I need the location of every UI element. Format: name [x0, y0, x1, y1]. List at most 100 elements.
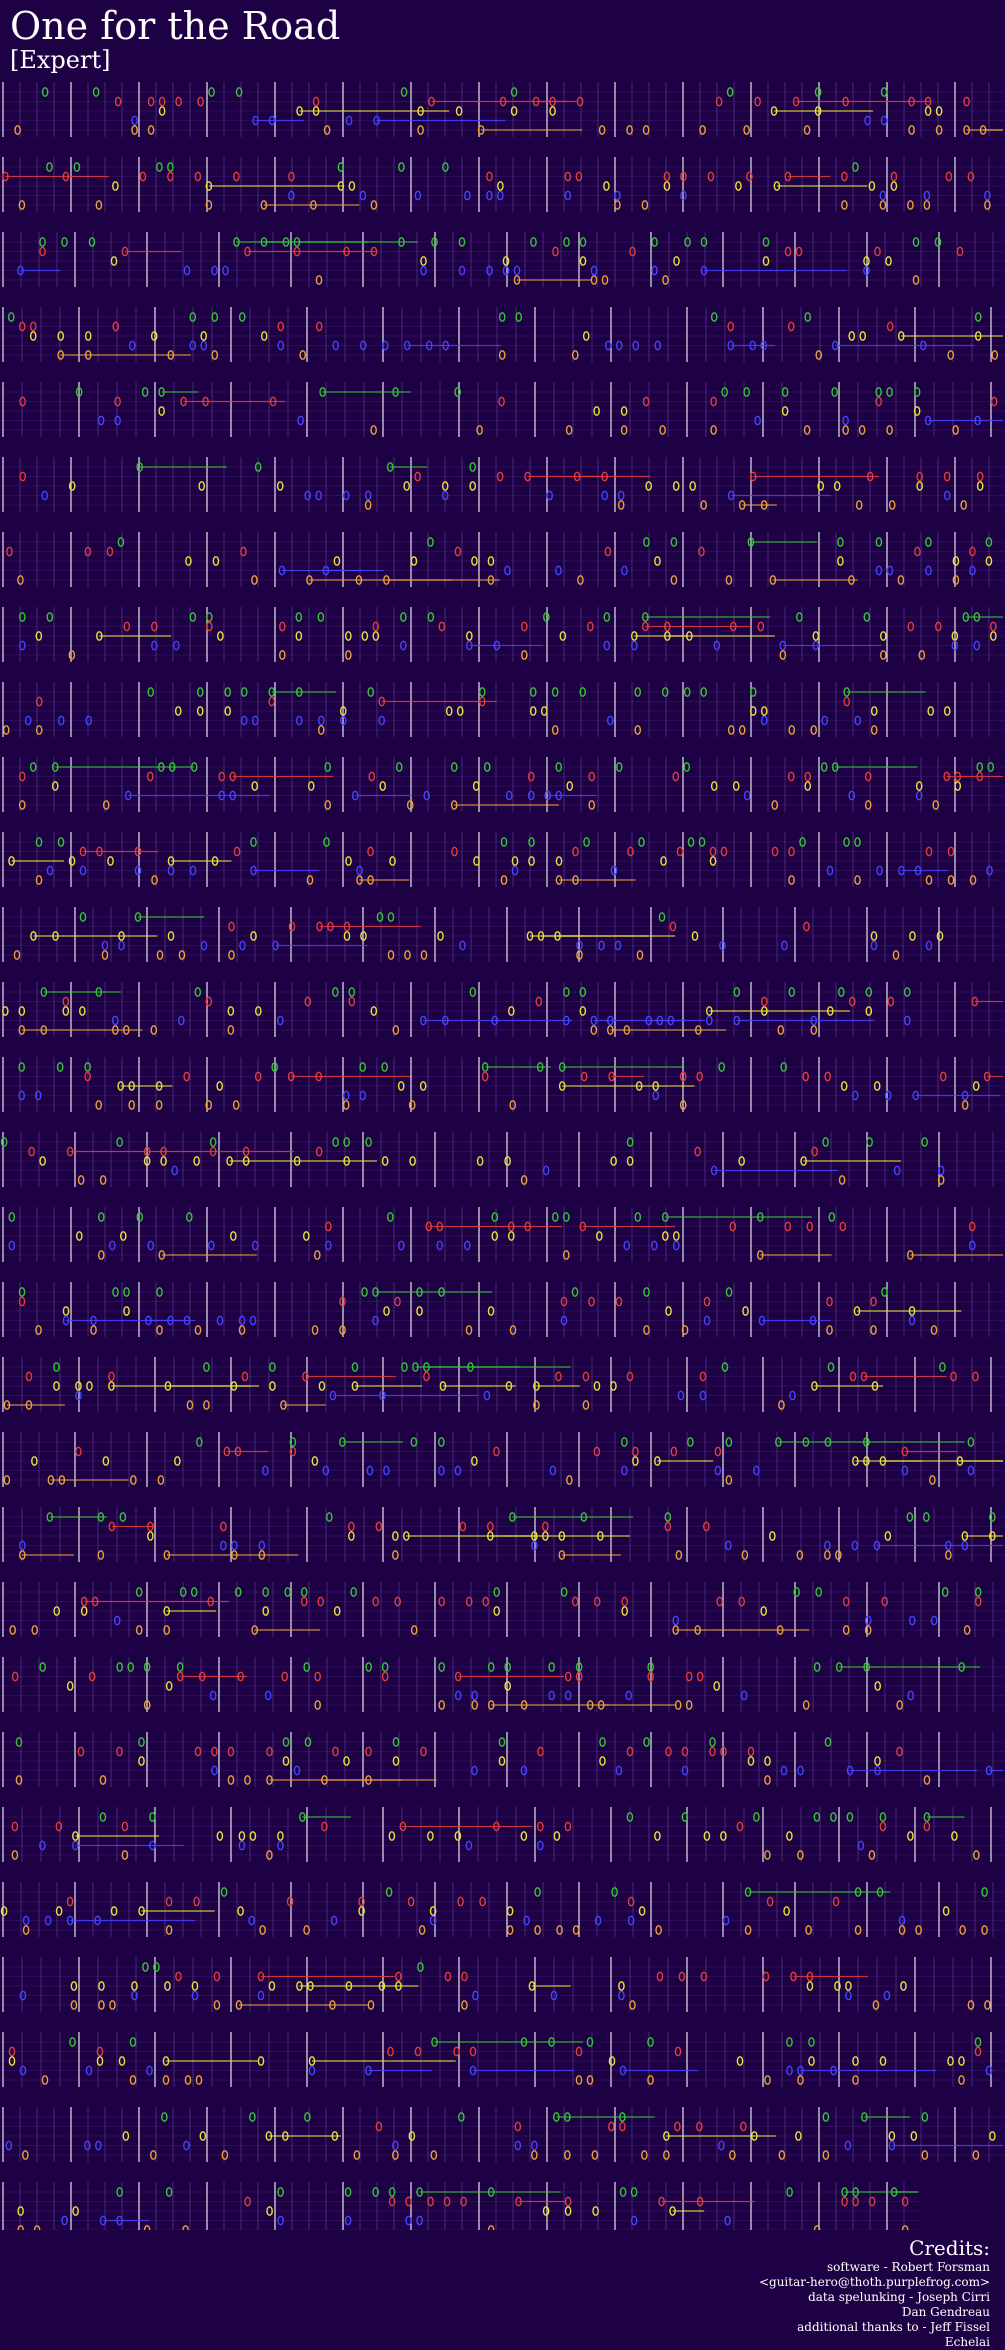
- note-gem: [783, 1906, 790, 1916]
- note-gem: [262, 1606, 269, 1616]
- note-gem: [22, 1925, 30, 1935]
- note-gem: [874, 1681, 881, 1691]
- note-gem: [509, 1512, 516, 1522]
- note-gem: [483, 1390, 491, 1401]
- note-gem: [151, 875, 158, 885]
- note-gem: [469, 2065, 477, 2076]
- note-gem: [454, 546, 462, 557]
- note-gem: [258, 1550, 266, 1560]
- note-gem: [551, 725, 559, 735]
- credit-data-spelunking: data spelunking - Joseph Cirri: [808, 2290, 990, 2304]
- note-gem: [738, 1156, 745, 1166]
- note-gem: [700, 500, 707, 510]
- note-gem: [242, 1146, 250, 1157]
- note-gem: [97, 415, 105, 426]
- note-gem: [679, 1100, 687, 1110]
- note-gem: [575, 1671, 583, 1682]
- note-gem: [315, 1071, 322, 1082]
- note-gem: [549, 96, 556, 107]
- note-gem: [621, 1606, 628, 1616]
- note-gem: [796, 612, 803, 622]
- note-gem: [370, 200, 378, 210]
- note-gem: [112, 1015, 119, 1026]
- note-gem: [857, 1840, 865, 1851]
- note-gem: [487, 1306, 495, 1316]
- note-gem: [809, 1315, 817, 1326]
- note-gem: [883, 1990, 891, 2001]
- note-gem: [175, 1971, 182, 1982]
- note-gem: [814, 87, 822, 97]
- note-gem: [654, 556, 661, 566]
- note-gem: [694, 1146, 701, 1157]
- note-gem: [820, 762, 828, 772]
- note-gem: [736, 2056, 744, 2066]
- note-gem: [603, 612, 611, 622]
- note-gem: [417, 106, 424, 116]
- note-gem: [565, 425, 573, 435]
- note-gem: [339, 1296, 346, 1307]
- note-gem: [128, 1081, 135, 1091]
- note-gem: [528, 856, 535, 866]
- note-gem: [590, 1015, 598, 1026]
- note-gem: [189, 340, 197, 351]
- note-gem: [53, 1381, 60, 1391]
- note-gem: [18, 200, 26, 210]
- note-gem: [476, 1156, 484, 1166]
- note-gem: [378, 696, 386, 707]
- note-gem: [951, 631, 959, 641]
- note-gem: [351, 1381, 359, 1391]
- note-gem: [498, 1756, 506, 1766]
- note-gem: [695, 1025, 702, 1035]
- note-gem: [321, 1821, 328, 1832]
- note-gem: [621, 1465, 628, 1476]
- note-gem: [564, 190, 572, 201]
- staff-row: [0, 1807, 1005, 1862]
- note-gem: [268, 687, 276, 697]
- note-gem: [75, 1390, 82, 1401]
- note-gem: [491, 1212, 499, 1222]
- note-gem: [762, 237, 770, 247]
- note-gem: [444, 1971, 452, 1982]
- note-gem: [268, 115, 276, 126]
- note-gem: [927, 706, 935, 716]
- note-gem: [901, 2225, 909, 2230]
- note-gem: [675, 1550, 683, 1560]
- note-gem: [108, 1371, 115, 1382]
- note-gem: [662, 275, 669, 285]
- note-gem: [44, 1915, 52, 1926]
- note-gem: [392, 387, 399, 397]
- note-gem: [667, 1015, 675, 1026]
- note-gem: [796, 1550, 804, 1560]
- note-gem: [174, 1456, 181, 1466]
- note-gem: [420, 265, 427, 276]
- note-gem: [19, 2065, 27, 2076]
- note-gem: [861, 2112, 868, 2122]
- note-gem: [295, 715, 303, 726]
- note-gem: [398, 162, 405, 172]
- note-gem: [454, 1671, 462, 1682]
- note-gem: [72, 1831, 79, 1841]
- note-gem: [77, 1175, 85, 1185]
- note-gem: [404, 950, 411, 960]
- note-gem: [725, 575, 733, 585]
- note-gem: [777, 1025, 785, 1035]
- note-gem: [220, 1540, 227, 1551]
- note-gem: [573, 471, 581, 482]
- note-gem: [873, 1540, 881, 1551]
- note-gem: [383, 1306, 390, 1316]
- note-gem: [471, 1690, 478, 1701]
- credit-software: software - Robert Forsman: [826, 2260, 990, 2274]
- note-gem: [586, 2037, 594, 2047]
- note-gem: [632, 1456, 639, 1466]
- note-gem: [18, 1090, 25, 1101]
- note-gem: [136, 462, 143, 472]
- note-gem: [720, 1746, 727, 1757]
- note-gem: [916, 471, 923, 482]
- note-gem: [907, 621, 915, 632]
- note-gem: [342, 490, 350, 501]
- note-gem: [342, 1090, 350, 1101]
- note-gem: [590, 265, 598, 276]
- note-gem: [9, 1625, 16, 1635]
- note-gem: [427, 537, 434, 547]
- note-gem: [299, 1812, 306, 1822]
